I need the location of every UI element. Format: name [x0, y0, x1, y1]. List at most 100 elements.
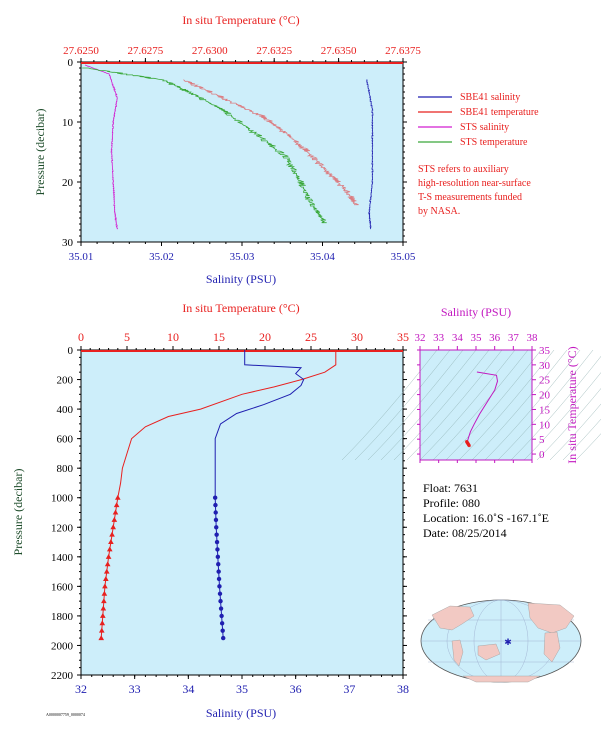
tick-label: 35.03	[230, 251, 255, 263]
footer-id: A0000007759_0000074	[46, 712, 85, 717]
tick-label: 20	[259, 330, 271, 344]
salinity-marker	[215, 554, 221, 560]
float-info: Float: 7631 Profile: 080 Location: 16.0˚…	[423, 481, 549, 540]
tick-label: 27.6375	[385, 45, 421, 57]
temperature-marker	[101, 598, 107, 604]
bottom-axis-label: Salinity (PSU)	[206, 706, 276, 720]
tick-label: 35.01	[69, 251, 94, 263]
tick-label: 10	[539, 419, 551, 431]
top-axis-label: In situ Temperature (°C)	[182, 301, 299, 315]
salinity-marker	[214, 532, 219, 537]
contour-line	[458, 349, 555, 461]
top-axis-label: Salinity (PSU)	[441, 305, 511, 319]
tick-label: 34	[182, 682, 194, 696]
tick-label: 15	[539, 404, 551, 416]
plot-area	[80, 61, 404, 243]
salinity-marker	[216, 562, 221, 567]
contour-line	[380, 349, 477, 461]
y-tick-labels: 0 10 20 30	[62, 57, 74, 249]
ts-diagram-panel: Salinity (PSU) In situ Temperature (°C) …	[341, 305, 601, 464]
tick-label: 35	[397, 330, 409, 344]
series-line	[182, 79, 359, 206]
tick-label: 20	[62, 177, 74, 189]
tick-label: 25	[539, 375, 551, 387]
salinity-marker	[214, 525, 219, 530]
contour-line	[510, 356, 601, 461]
float-location-marker: ✱	[504, 637, 512, 647]
top-tick-labels: 27.6250 27.6275 27.6300 27.6325 27.6350 27.63…	[63, 45, 421, 57]
tick-label: 1800	[51, 611, 74, 623]
tick-label: 30	[351, 330, 363, 344]
contour-line	[484, 349, 581, 461]
y-tick-labels: 0 5 10 15 20 25 30 35	[539, 345, 551, 461]
y-axis-label: Pressure (decibar)	[11, 469, 25, 556]
tick-label: 2000	[51, 640, 74, 652]
salinity-marker	[218, 598, 223, 604]
temperature-marker	[108, 539, 114, 545]
legend-item: STS temperature	[418, 137, 528, 148]
density-contours	[341, 349, 601, 461]
bottom-tick-labels: 32 33 34 35 36 37 38	[75, 682, 409, 696]
tick-label: 10	[62, 117, 74, 129]
temperature-marker	[100, 612, 106, 618]
contour-line	[536, 388, 601, 461]
tick-label: 38	[527, 332, 539, 344]
tick-label: 35	[539, 345, 551, 357]
tick-label: 2200	[51, 670, 74, 682]
top-axis-label: In situ Temperature (°C)	[182, 13, 299, 27]
tick-label: 1400	[51, 552, 74, 564]
contour-line	[549, 403, 601, 461]
contour-line	[406, 349, 503, 461]
ts-curve	[465, 371, 499, 448]
tick-label: 600	[57, 434, 74, 446]
tick-marks	[77, 346, 407, 679]
temperature-marker	[109, 531, 115, 537]
tick-label: 27.6275	[128, 45, 164, 57]
tick-label: 37	[343, 682, 355, 696]
temperature-marker	[99, 620, 106, 626]
legend-label: SBE41 temperature	[460, 107, 539, 118]
bottom-tick-labels: 35.01 35.02 35.03 35.04 35.05	[69, 251, 416, 263]
salinity-marker	[217, 591, 223, 596]
sts-note-line: by NASA.	[418, 206, 460, 217]
y-tick-labels: 0 200 400 600 800 1000 1200 1400 1600 1800 2000 220…	[51, 345, 74, 682]
y-axis-label: Pressure (decibar)	[33, 109, 47, 196]
bottom-axis-label: Salinity (PSU)	[206, 272, 276, 286]
temperature-marker	[115, 494, 121, 500]
tick-label: 0	[539, 449, 545, 461]
contour-line	[341, 349, 438, 461]
temperature-marker	[98, 627, 105, 633]
salinity-marker	[219, 613, 224, 619]
tick-label: 5	[539, 434, 545, 446]
x-tick-labels: 32 33 34 35 36 37 38	[415, 332, 539, 344]
legend: SBE41 salinity SBE41 temperature STS sal…	[418, 92, 539, 217]
tick-label: 35.05	[391, 251, 416, 263]
tick-label: 30	[539, 360, 551, 372]
tick-marks	[77, 58, 407, 246]
series-lines	[82, 64, 374, 230]
tick-label: 5	[124, 330, 130, 344]
salinity-marker	[215, 547, 220, 552]
tick-label: 35.02	[149, 251, 174, 263]
tick-label: 27.6350	[321, 45, 357, 57]
temperature-marker	[103, 575, 109, 581]
contour-line	[523, 372, 601, 461]
tick-label: 35	[236, 682, 248, 696]
contour-line	[432, 349, 529, 461]
sts-note-line: high-resolution near-surface	[418, 178, 531, 189]
tick-label: 33	[433, 332, 445, 344]
tick-label: 10	[167, 330, 179, 344]
salinity-marker	[217, 584, 222, 589]
full-profile-panel: In situ Temperature (°C) Salinity (PSU) …	[11, 301, 409, 720]
temperature-marker	[112, 509, 119, 515]
salinity-marker	[213, 502, 218, 508]
temperature-marker	[110, 524, 116, 530]
tick-label: 32	[75, 682, 87, 696]
series-line	[366, 79, 374, 230]
temperature-marker	[111, 516, 118, 522]
series-line	[82, 67, 327, 224]
temperature-marker	[101, 590, 108, 596]
tick-label: 33	[129, 682, 141, 696]
map-land	[431, 602, 575, 683]
